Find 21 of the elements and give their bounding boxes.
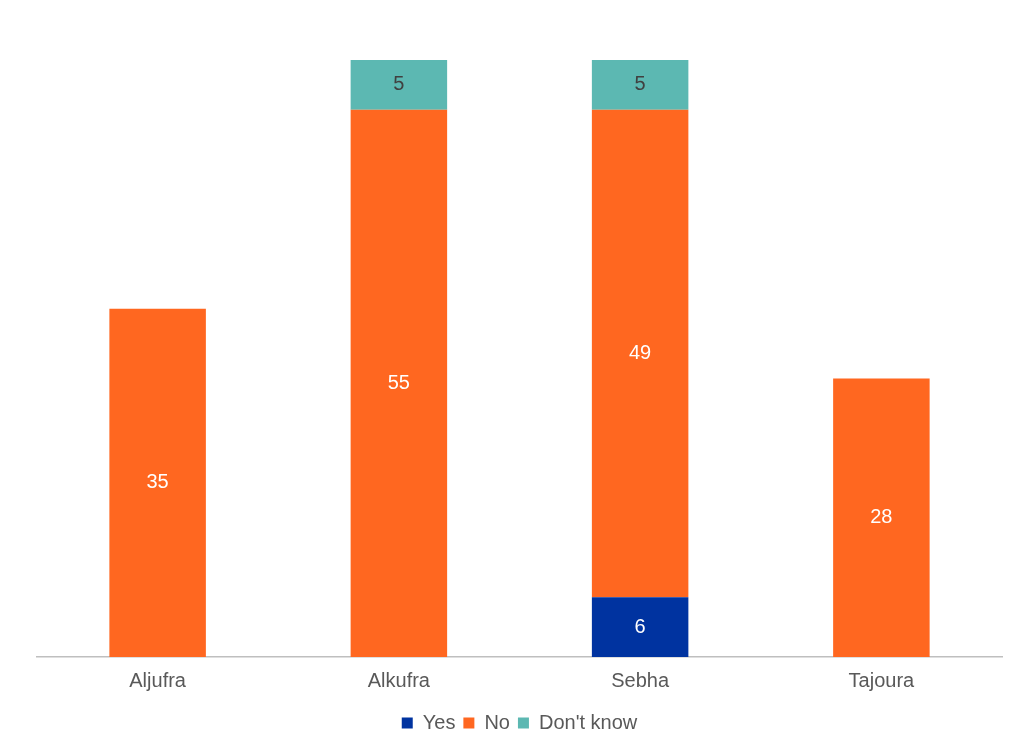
bar — [591, 109, 689, 598]
legend-label: No — [484, 710, 510, 733]
legend-label: Yes — [422, 710, 456, 733]
bar — [350, 109, 448, 657]
bar — [350, 60, 448, 110]
data-label: 28 — [870, 505, 893, 528]
data-label: 55 — [387, 370, 410, 393]
bar — [109, 308, 206, 657]
x-tick-label: Alkufra — [367, 668, 431, 691]
bar — [591, 60, 689, 110]
data-label: 35 — [146, 470, 169, 493]
data-label: 6 — [634, 614, 646, 637]
x-tick-label: Tajoura — [848, 668, 916, 691]
legend-label: Don't know — [538, 710, 638, 733]
bar — [591, 597, 689, 657]
data-label: 49 — [629, 341, 652, 364]
data-label: 5 — [634, 72, 646, 95]
data-label: 5 — [393, 72, 405, 95]
x-tick-label: Sebha — [611, 668, 670, 691]
x-tick-label: Aljufra — [129, 668, 187, 691]
bar — [833, 378, 930, 657]
